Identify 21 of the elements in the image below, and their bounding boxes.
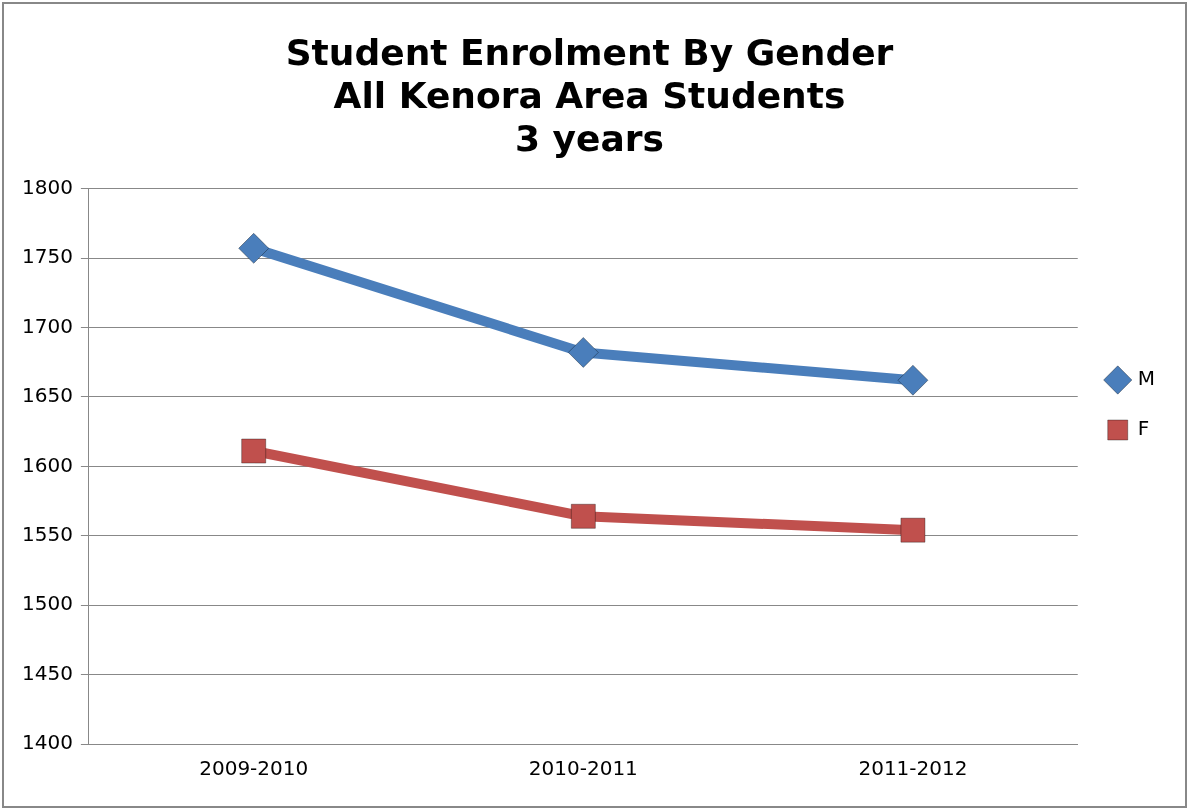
point	[241, 438, 267, 464]
x-tick-label: 2009-2010	[199, 756, 309, 781]
y-tick-label: 1550	[21, 521, 73, 546]
point	[570, 503, 596, 529]
y-tick-label: 1500	[21, 591, 73, 616]
legend-label: M	[1137, 366, 1156, 391]
y-tick-label: 1650	[21, 383, 73, 408]
y-tick-label: 1450	[21, 660, 73, 685]
y-tick-label: 1400	[21, 730, 73, 755]
legend-label: F	[1137, 416, 1150, 441]
point	[900, 517, 926, 543]
y-tick-label: 1600	[21, 452, 73, 477]
x-tick-label: 2011-2012	[858, 756, 968, 781]
y-tick-label: 1700	[21, 313, 73, 338]
y-tick-label: 1800	[21, 174, 73, 199]
chart-title: Student Enrolment By Gender All Kenora Area Students 3 years	[285, 31, 894, 160]
point	[897, 364, 929, 396]
y-tick-label: 1750	[21, 244, 73, 269]
point	[567, 336, 599, 368]
x-tick-label: 2010-2011	[528, 756, 638, 781]
point	[238, 232, 270, 264]
